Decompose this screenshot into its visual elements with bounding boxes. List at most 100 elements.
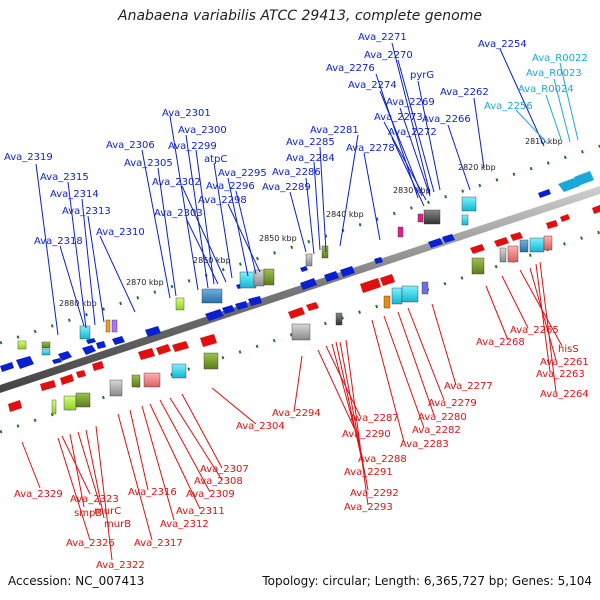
gene-label: Ava_2262 bbox=[440, 87, 489, 98]
gene-arrow bbox=[380, 274, 395, 286]
gene-label: Ava_2313 bbox=[62, 206, 111, 217]
reverse-gene-labels: Ava_2329 Ava_2323 smpB murC murB Ava_232… bbox=[14, 325, 589, 570]
gene-label: Ava_2301 bbox=[162, 108, 211, 119]
gene-label: Ava_2271 bbox=[358, 32, 407, 43]
genome-map: 2810 kbp 2820 kbp 2830 kbp 2840 kbp 2850… bbox=[0, 32, 600, 570]
gene-arrow bbox=[546, 220, 558, 229]
gene-label: Ava_2302 bbox=[152, 177, 201, 188]
feature-block bbox=[51, 399, 57, 415]
gene-label: Ava_2299 bbox=[168, 141, 217, 152]
gene-label: Ava_2283 bbox=[400, 439, 449, 450]
gene-label: murC bbox=[94, 506, 121, 517]
gene-label: Ava_2322 bbox=[96, 560, 145, 570]
reverse-leader-lines bbox=[21, 261, 563, 561]
gene-label: Ava_2282 bbox=[412, 425, 461, 436]
gene-arrow bbox=[288, 307, 305, 319]
gene-arrow bbox=[16, 356, 34, 369]
feature-blocks bbox=[17, 196, 553, 415]
gene-arrow bbox=[300, 278, 317, 290]
reverse-strand-genes bbox=[8, 205, 600, 412]
gene-label: Ava_2261 bbox=[540, 357, 589, 368]
feature-block bbox=[109, 379, 123, 397]
gene-arrow bbox=[96, 341, 106, 349]
gene-label: Ava_2306 bbox=[106, 140, 155, 151]
gene-arrow bbox=[560, 214, 570, 222]
gene-label: Ava_2329 bbox=[14, 489, 63, 500]
gene-label: Ava_2318 bbox=[34, 236, 83, 247]
gene-arrow bbox=[222, 305, 235, 314]
gene-arrow bbox=[86, 338, 96, 344]
feature-block bbox=[397, 226, 404, 238]
gene-arrow bbox=[52, 358, 62, 364]
gene-arrow bbox=[0, 362, 14, 372]
gene-label: hisS bbox=[558, 344, 579, 355]
feature-block bbox=[305, 253, 313, 267]
gene-label: atpC bbox=[204, 154, 227, 165]
gene-arrow bbox=[40, 380, 56, 391]
forward-leader-lines bbox=[35, 42, 545, 336]
gene-label: Ava_2326 bbox=[66, 538, 115, 549]
gene-label: Ava_2309 bbox=[186, 489, 235, 500]
scale-label: 2870 kbp bbox=[126, 278, 164, 287]
feature-block bbox=[461, 214, 469, 226]
gene-label: Ava_2284 bbox=[286, 153, 335, 164]
gene-label: Ava_2314 bbox=[50, 189, 99, 200]
rna-leader-lines bbox=[515, 62, 579, 145]
gene-arrow bbox=[470, 244, 485, 254]
feature-block bbox=[17, 340, 27, 350]
gene-arrow bbox=[324, 271, 339, 282]
gene-arrow bbox=[156, 344, 171, 355]
feature-block bbox=[41, 348, 51, 356]
feature-block bbox=[79, 325, 91, 340]
gene-arrow bbox=[138, 348, 155, 360]
feature-block bbox=[417, 213, 424, 223]
gene-arrow bbox=[200, 334, 217, 347]
gene-label: Ava_2277 bbox=[444, 381, 493, 392]
gene-label: Ava_2290 bbox=[342, 429, 391, 440]
gene-label: murB bbox=[104, 519, 131, 530]
gene-label: Ava_2316 bbox=[128, 487, 177, 498]
gene-label: Ava_2254 bbox=[478, 39, 527, 50]
gene-label: Ava_2266 bbox=[422, 114, 471, 125]
gene-label: Ava_2310 bbox=[96, 227, 145, 238]
gene-label: Ava_2289 bbox=[262, 182, 311, 193]
feature-block bbox=[383, 295, 391, 309]
gene-label: Ava_2315 bbox=[40, 172, 89, 183]
feature-block bbox=[423, 209, 441, 225]
gene-label: Ava_R0022 bbox=[532, 53, 588, 64]
gene-arrow bbox=[8, 400, 22, 412]
gene-arrow bbox=[360, 278, 381, 293]
genome-summary-text: Topology: circular; Length: 6,365,727 bp… bbox=[262, 574, 592, 588]
gene-arrow bbox=[92, 361, 104, 371]
gene-label: Ava_2298 bbox=[198, 195, 247, 206]
gene-arrow bbox=[76, 370, 86, 378]
feature-block bbox=[335, 312, 343, 326]
gene-label: Ava_2285 bbox=[286, 137, 335, 148]
scale-label: 2810 kbp bbox=[525, 137, 563, 146]
gene-arrow bbox=[494, 237, 509, 247]
gene-label: Ava_2288 bbox=[358, 454, 407, 465]
gene-label: Ava_2303 bbox=[154, 208, 203, 219]
feature-block bbox=[471, 257, 485, 275]
gene-label: Ava_2294 bbox=[272, 408, 321, 419]
feature-block bbox=[507, 245, 519, 263]
feature-block bbox=[41, 341, 51, 349]
forward-strand-genes bbox=[0, 189, 551, 372]
gene-arrow bbox=[300, 266, 308, 272]
gene-label: Ava_2308 bbox=[194, 476, 243, 487]
feature-block bbox=[63, 395, 77, 411]
gene-arrow bbox=[112, 336, 125, 345]
feature-block bbox=[291, 323, 311, 341]
genome-backbone bbox=[0, 186, 600, 393]
feature-block bbox=[143, 372, 161, 388]
gene-label: pyrG bbox=[410, 70, 434, 81]
gene-label: Ava_2307 bbox=[200, 464, 249, 475]
feature-block bbox=[529, 237, 545, 253]
gene-label: smpB bbox=[74, 508, 102, 519]
feature-block bbox=[543, 235, 553, 251]
scale-label: 2860 kbp bbox=[193, 256, 231, 265]
scale-label: 2820 kbp bbox=[458, 163, 496, 172]
gene-arrow bbox=[205, 309, 224, 321]
feature-block bbox=[111, 319, 118, 333]
map-title: Anabaena variabilis ATCC 29413, complete… bbox=[118, 8, 482, 24]
